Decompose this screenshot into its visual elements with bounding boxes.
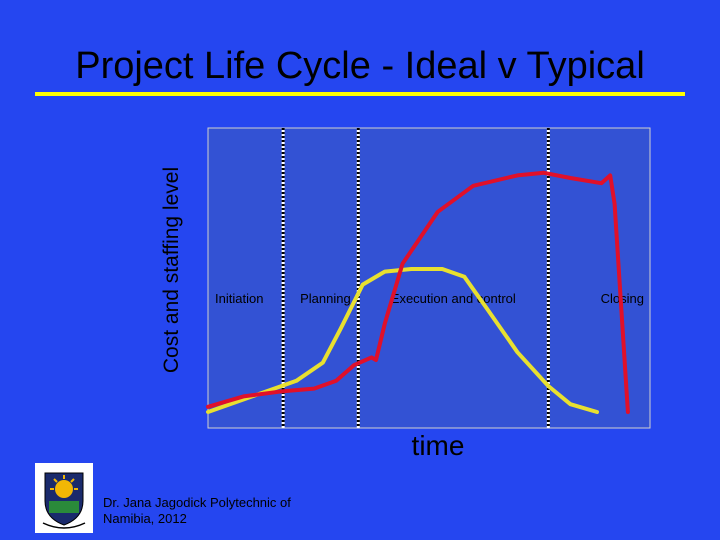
crest-icon bbox=[42, 472, 86, 529]
university-logo bbox=[35, 463, 93, 533]
credit-text: Dr. Jana Jagodick Polytechnic of Namibia… bbox=[103, 495, 291, 526]
slide-title: Project Life Cycle - Ideal v Typical bbox=[75, 45, 645, 87]
title-underline bbox=[35, 92, 685, 96]
phase-label-3: Execution and control bbox=[391, 291, 516, 306]
x-axis-label: time bbox=[411, 430, 465, 461]
series-line-2 bbox=[206, 170, 630, 414]
series-line-1 bbox=[206, 267, 599, 414]
phase-label-1: Initiation bbox=[215, 291, 263, 306]
plot-area bbox=[207, 127, 651, 429]
phase-label-2: Planning bbox=[300, 291, 351, 306]
